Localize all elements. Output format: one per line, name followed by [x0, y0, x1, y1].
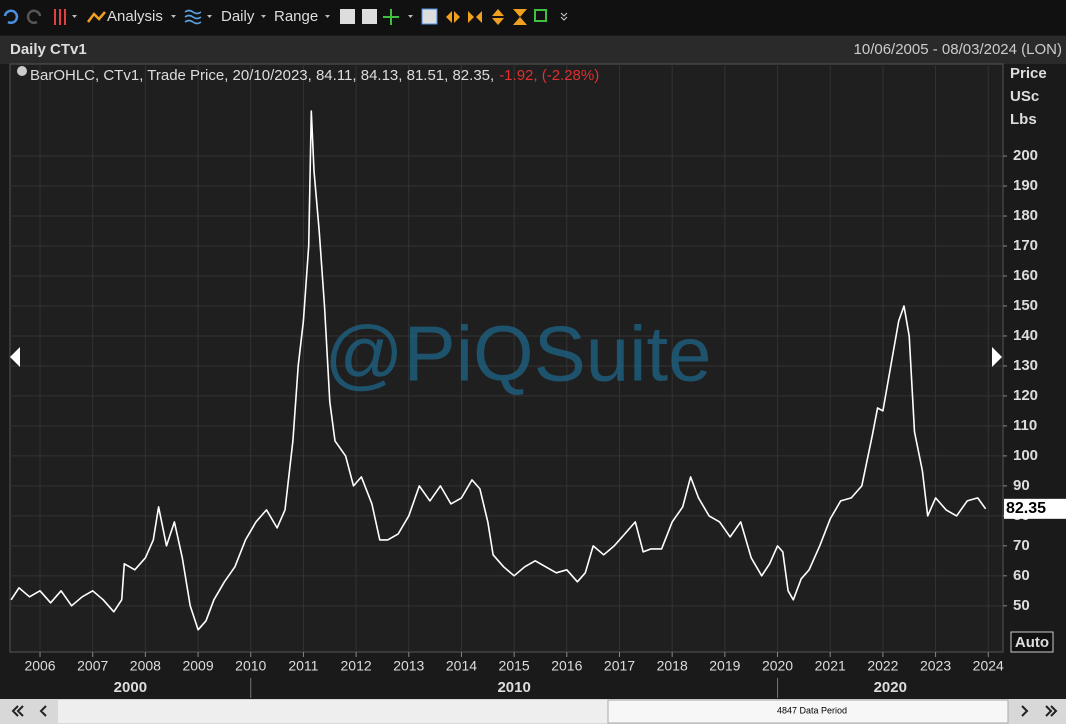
toolbar	[0, 0, 1066, 35]
last-value-box	[1004, 498, 1066, 519]
chart-title: Daily CTv1	[10, 41, 87, 58]
x-tick-label: 2019	[709, 658, 740, 674]
studies-icon[interactable]	[184, 9, 202, 25]
x-tick-label: 2014	[446, 658, 477, 674]
decade-label: 2020	[874, 679, 907, 696]
analysis-menu[interactable]: Analysis	[107, 8, 163, 25]
y-tick-label: 60	[1013, 567, 1030, 584]
x-tick-label: 2016	[551, 658, 582, 674]
watermark: @PiQSuite	[325, 310, 712, 398]
y-tick-label: 170	[1013, 237, 1038, 254]
decade-label: 2010	[497, 679, 530, 696]
y-tick-label: 140	[1013, 327, 1038, 344]
tool-icon[interactable]	[362, 9, 377, 24]
x-tick-label: 2009	[182, 658, 213, 674]
last-value-label: 82.35	[1006, 500, 1046, 517]
more-icon[interactable]	[560, 12, 568, 21]
chart-header	[0, 36, 1066, 64]
range-menu[interactable]: Range	[274, 8, 318, 25]
marks	[10, 110, 987, 631]
scroll-right[interactable]	[992, 347, 1002, 367]
y-tick-label: 70	[1013, 537, 1030, 554]
y-tick-label: 150	[1013, 297, 1038, 314]
x-tick-label: 2017	[604, 658, 635, 674]
x-tick-label: 2006	[24, 658, 55, 674]
price-line	[10, 110, 987, 631]
x-tick-label: 2021	[815, 658, 846, 674]
y-axis-label: USc	[1010, 88, 1039, 105]
crosshair-icon[interactable]	[383, 9, 399, 25]
legend: BarOHLC, CTv1, Trade Price, 20/10/2023, …	[30, 67, 599, 84]
decade-label: 2000	[114, 679, 147, 696]
y-tick-label: 200	[1013, 147, 1038, 164]
data-period: 4847 Data Period	[777, 705, 847, 715]
y-tick-label: 160	[1013, 267, 1038, 284]
x-tick-label: 2015	[499, 658, 530, 674]
y-axis-label: Lbs	[1010, 111, 1037, 128]
y-tick-label: 130	[1013, 357, 1038, 374]
y-tick-label: 120	[1013, 387, 1038, 404]
scroll-track[interactable]	[58, 700, 608, 723]
x-tick-label: 2012	[341, 658, 372, 674]
x-tick-label: 2010	[235, 658, 266, 674]
x-tick-label: 2023	[920, 658, 951, 674]
date-range: 10/06/2005 - 08/03/2024 (LON)	[854, 41, 1062, 58]
x-tick-label: 2007	[77, 658, 108, 674]
zoom-icon[interactable]	[421, 8, 438, 25]
x-tick-label: 2022	[867, 658, 898, 674]
select-icon[interactable]	[534, 9, 547, 22]
redo-icon[interactable]	[26, 9, 42, 24]
tool-icon[interactable]	[340, 9, 355, 24]
x-tick-label: 2013	[393, 658, 424, 674]
y-tick-label: 180	[1013, 207, 1038, 224]
scroll-thumb[interactable]	[607, 699, 1009, 724]
y-tick-label: 50	[1013, 597, 1030, 614]
legend-change: -1.92, (-2.28%)	[499, 67, 599, 84]
x-tick-label: 2008	[130, 658, 161, 674]
legend-icon	[17, 66, 27, 76]
analysis-icon[interactable]	[87, 11, 106, 23]
x-tick-label: 2024	[973, 658, 1004, 674]
x-tick-label: 2020	[762, 658, 793, 674]
y-tick-label: 100	[1013, 447, 1038, 464]
interval-menu[interactable]: Daily	[221, 8, 255, 25]
grid	[10, 64, 1003, 652]
x-tick-label: 2018	[657, 658, 688, 674]
navigate-icons[interactable]	[446, 9, 527, 25]
y-tick-label: 190	[1013, 177, 1038, 194]
dropdown-arrows	[72, 15, 413, 18]
plot-area	[9, 63, 1004, 653]
scroll-left[interactable]	[10, 347, 20, 367]
y-tick-label: 110	[1013, 417, 1037, 434]
y-axis-label: Price	[1010, 65, 1047, 82]
undo-icon[interactable]	[3, 9, 19, 24]
auto-label[interactable]: Auto	[1015, 634, 1049, 651]
scroll-arrows[interactable]	[11, 705, 1058, 717]
bar-type-icon[interactable]	[54, 9, 66, 25]
y-tick-label: 90	[1013, 477, 1030, 494]
legend-text: BarOHLC, CTv1, Trade Price, 20/10/2023, …	[30, 67, 494, 84]
auto-button[interactable]	[1010, 631, 1054, 653]
x-tick-label: 2011	[288, 658, 318, 674]
